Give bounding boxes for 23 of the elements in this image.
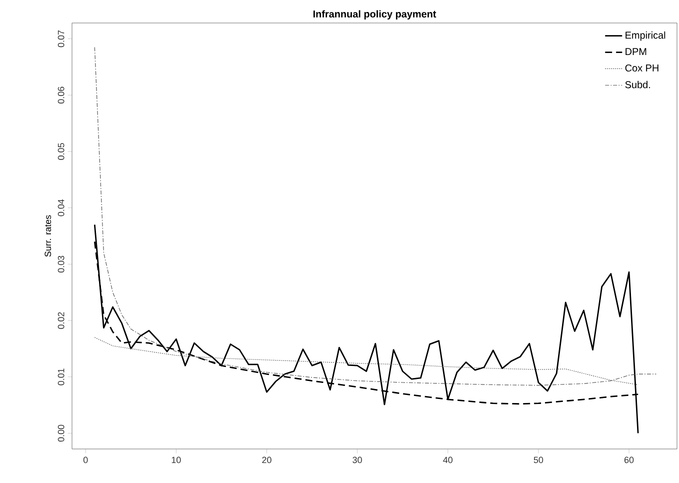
- y-tick-label: 0.00: [58, 424, 64, 442]
- y-tick-label: 0.04: [58, 199, 64, 216]
- legend-label: DPM: [626, 48, 646, 55]
- y-tick-label: 0.07: [58, 30, 64, 48]
- line-series: [94, 224, 639, 434]
- legend-label: Subd.: [625, 80, 650, 88]
- legend-label: Empirical: [626, 31, 666, 41]
- legend-label: Cox PH: [625, 64, 658, 72]
- x-tick-label: 30: [352, 456, 362, 464]
- chart-title: Infrannual policy payment: [313, 10, 436, 20]
- y-tick-label: 0.05: [58, 143, 64, 160]
- line-series: [94, 46, 656, 386]
- x-tick-label: 0: [83, 456, 88, 464]
- x-tick-label: 40: [443, 456, 453, 464]
- y-tick-label: 0.03: [58, 256, 64, 273]
- x-tick-label: 10: [172, 456, 181, 464]
- x-tick-label: 20: [262, 456, 272, 464]
- y-tick-label: 0.06: [58, 86, 64, 104]
- x-tick-label: 50: [534, 456, 544, 464]
- x-tick-label: 60: [624, 456, 634, 464]
- y-tick-label: 0.02: [58, 312, 64, 329]
- y-tick-label: 0.01: [58, 368, 64, 386]
- y-axis-title: Surr. rates: [44, 215, 52, 257]
